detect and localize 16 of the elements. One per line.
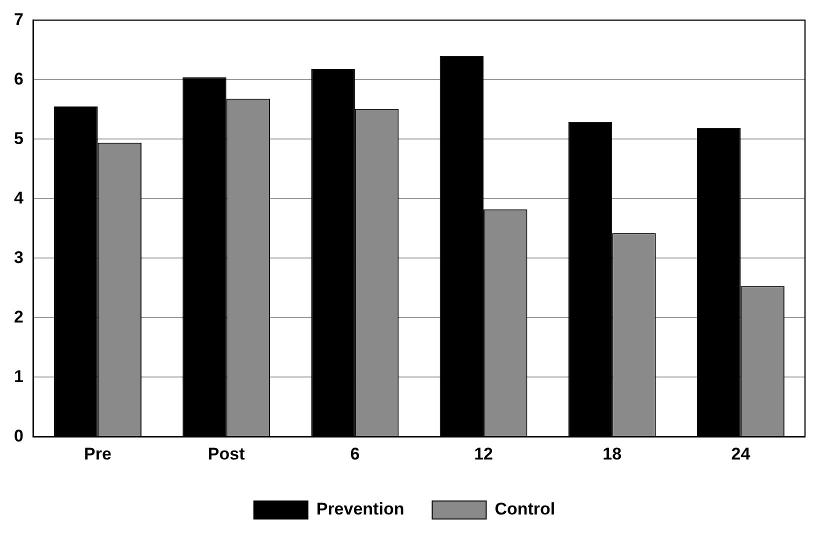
x-tick-label: Pre xyxy=(84,444,112,464)
x-tick-label: 12 xyxy=(474,444,493,464)
legend-label: Control xyxy=(494,500,556,519)
y-tick-label: 4 xyxy=(14,188,24,208)
y-tick-label: 3 xyxy=(14,248,24,267)
x-tick-label: 18 xyxy=(602,444,622,464)
y-tick-label: 6 xyxy=(14,69,24,88)
y-tick-label: 2 xyxy=(14,307,24,326)
legend-label: Prevention xyxy=(316,500,404,519)
x-tick-label: 6 xyxy=(350,444,360,464)
y-tick-label: 1 xyxy=(14,366,24,386)
x-tick-label: 24 xyxy=(731,444,751,464)
y-tick-label: 5 xyxy=(14,128,24,148)
y-tick-label: 0 xyxy=(14,426,24,446)
x-tick-label: Post xyxy=(208,444,246,464)
y-tick-label: 7 xyxy=(14,10,24,29)
